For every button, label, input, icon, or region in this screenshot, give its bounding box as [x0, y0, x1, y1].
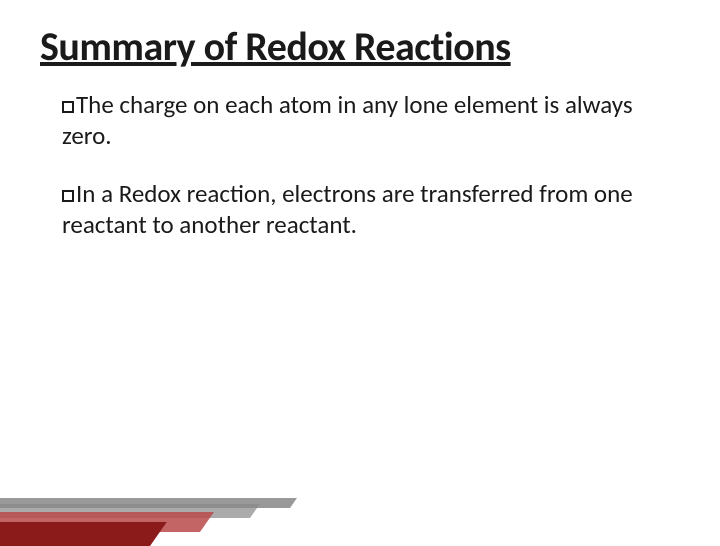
slide-title: Summary of Redox Reactions — [40, 22, 680, 71]
bullet-item: In a Redox reaction, electrons are trans… — [62, 178, 680, 241]
bullet-item: The charge on each atom in any lone elem… — [62, 89, 680, 152]
square-bullet-icon — [62, 101, 74, 113]
bullet-text: charge on each atom in any lone element … — [62, 89, 633, 151]
slide-container: Summary of Redox Reactions The charge on… — [0, 0, 720, 540]
decoration-stripe — [0, 522, 167, 546]
bullet-list: The charge on each atom in any lone elem… — [40, 89, 680, 240]
square-bullet-icon — [62, 190, 74, 202]
bullet-prefix: In — [76, 178, 95, 209]
corner-decoration — [0, 490, 360, 540]
bullet-text: a Redox reaction, electrons are transfer… — [62, 178, 633, 240]
bullet-prefix: The — [76, 89, 114, 120]
